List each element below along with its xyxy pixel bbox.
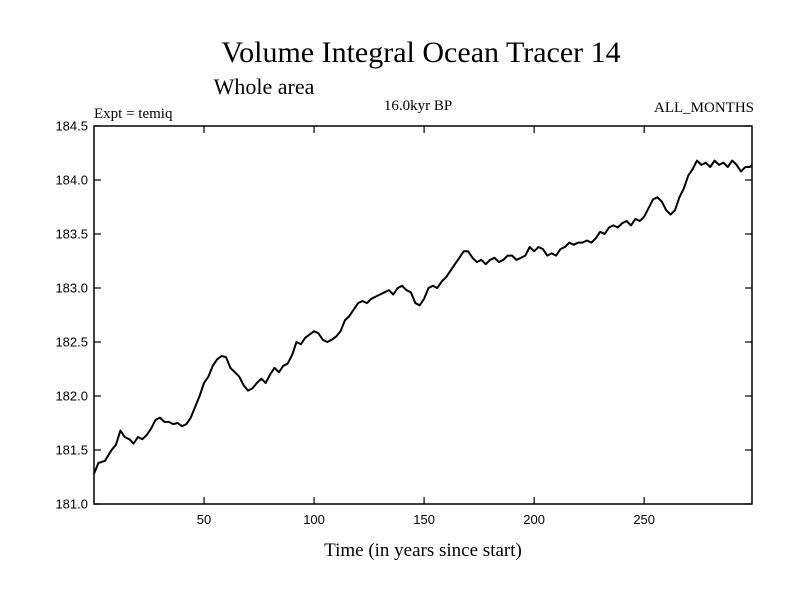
plot-frame: [93, 125, 753, 505]
series-line: [93, 159, 753, 475]
x-tick-label: 200: [523, 512, 545, 527]
annotation-period: 16.0kyr BP: [384, 98, 452, 114]
x-axis: 50 100 150 200 250: [197, 126, 655, 527]
y-tick-label: 183.0: [55, 281, 88, 296]
x-tick-label: 100: [303, 512, 325, 527]
x-axis-label: Time (in years since start): [324, 540, 522, 561]
chart-title: Volume Integral Ocean Tracer 14: [221, 36, 620, 69]
x-tick-label: 50: [197, 512, 211, 527]
y-tick-label: 182.0: [55, 389, 88, 404]
y-tick-label: 183.5: [55, 227, 88, 242]
chart-subtitle: Whole area: [214, 74, 315, 99]
y-tick-label: 184.5: [55, 119, 88, 134]
y-tick-label: 182.5: [55, 335, 88, 350]
y-tick-label: 181.0: [55, 497, 88, 512]
y-tick-label: 181.5: [55, 443, 88, 458]
x-tick-label: 250: [633, 512, 655, 527]
x-tick-label: 150: [413, 512, 435, 527]
y-tick-label: 184.0: [55, 173, 88, 188]
annotation-months: ALL_MONTHS: [654, 100, 754, 116]
annotation-experiment: Expt = temiq: [94, 106, 173, 122]
y-axis: 181.0 181.5 182.0 182.5 183.0 183.5 184.0 184.5: [55, 119, 752, 512]
